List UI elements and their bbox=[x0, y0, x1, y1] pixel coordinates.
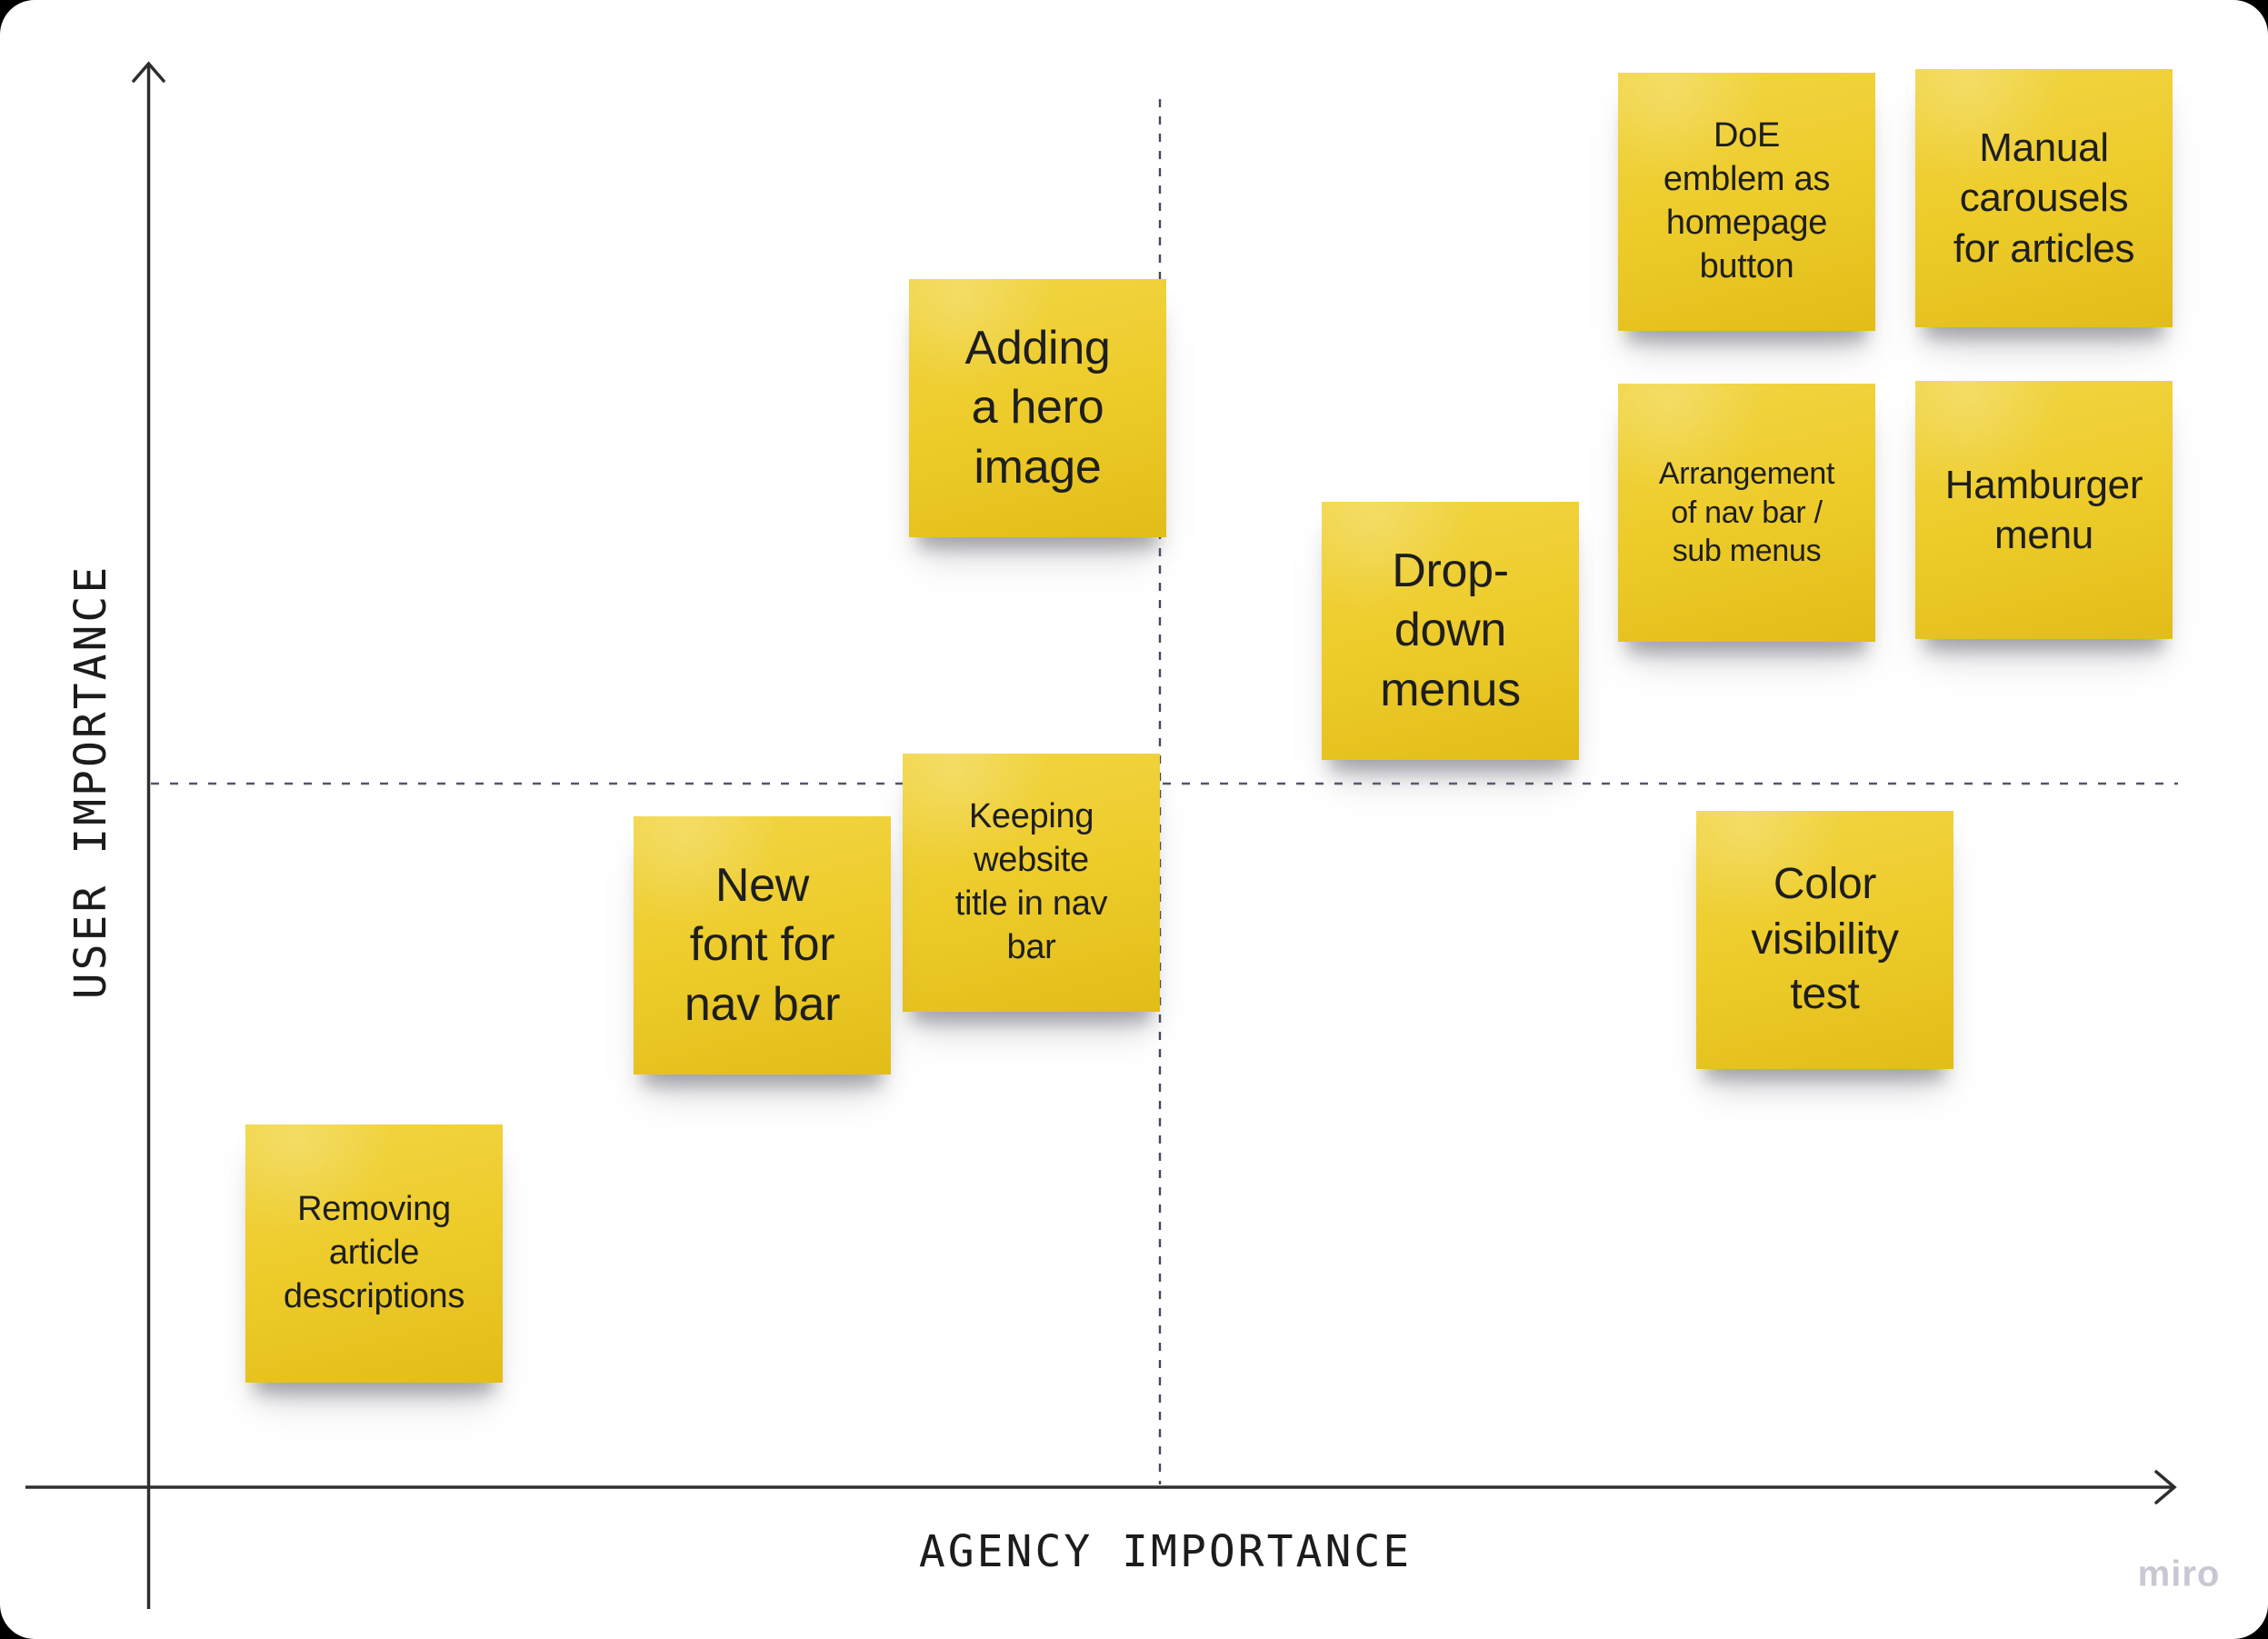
sticky-note-new-font[interactable]: New font for nav bar bbox=[634, 816, 891, 1074]
sticky-note-nav-arrangement[interactable]: Arrangement of nav bar / sub menus bbox=[1618, 384, 1875, 642]
sticky-note-hamburger-menu[interactable]: Hamburger menu bbox=[1915, 381, 2173, 639]
x-axis-arrowhead bbox=[2154, 1470, 2177, 1504]
x-axis-label: AGENCY IMPORTANCE bbox=[918, 1526, 1413, 1577]
sticky-note-dropdown-menus[interactable]: Drop- down menus bbox=[1322, 502, 1579, 760]
sticky-note-removing-descriptions[interactable]: Removing article descriptions bbox=[245, 1124, 503, 1383]
sticky-note-manual-carousels[interactable]: Manual carousels for articles bbox=[1915, 69, 2173, 327]
y-axis-label: USER IMPORTANCE bbox=[65, 564, 116, 1000]
y-axis-arrowhead bbox=[132, 61, 165, 83]
sticky-note-color-visibility[interactable]: Color visibility test bbox=[1696, 811, 1953, 1069]
sticky-note-website-title[interactable]: Keeping website title in nav bar bbox=[903, 754, 1160, 1012]
sticky-note-doe-emblem[interactable]: DoE emblem as homepage button bbox=[1618, 73, 1875, 331]
miro-watermark[interactable]: miro bbox=[2137, 1554, 2221, 1594]
sticky-note-hero-image[interactable]: Adding a hero image bbox=[909, 279, 1166, 537]
